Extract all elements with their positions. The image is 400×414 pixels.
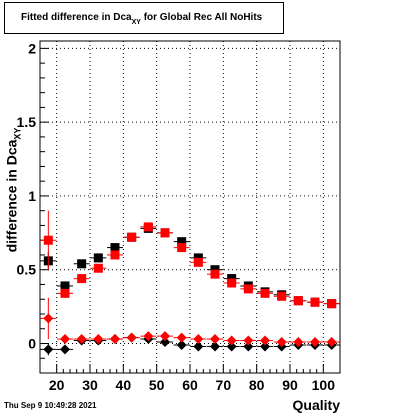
- y-tick-label: 0.5: [17, 262, 37, 278]
- square-marker: [260, 288, 270, 298]
- square-marker: [60, 288, 70, 298]
- square-marker: [293, 296, 303, 306]
- diamond-marker: [210, 341, 220, 352]
- square-marker: [77, 274, 87, 284]
- square-marker: [177, 237, 187, 247]
- y-tick-label: 1: [28, 188, 36, 204]
- x-tick-label: 50: [149, 377, 165, 393]
- diamond-marker: [43, 344, 54, 355]
- square-marker: [327, 299, 337, 309]
- diamond-marker: [93, 334, 104, 345]
- diamond-marker: [210, 334, 220, 345]
- square-marker: [110, 243, 120, 253]
- diamond-marker: [243, 341, 254, 352]
- grid-lines: [40, 41, 340, 373]
- square-marker: [210, 269, 220, 279]
- y-tick-label: 1.5: [17, 114, 37, 130]
- diamond-marker: [260, 335, 270, 346]
- plot-frame: [39, 40, 341, 374]
- x-tick-label: 80: [249, 377, 265, 393]
- square-marker: [143, 222, 153, 232]
- x-tick-label: 90: [282, 377, 298, 393]
- square-marker: [227, 278, 237, 288]
- square-marker: [177, 243, 187, 253]
- diamond-marker: [310, 337, 320, 348]
- axis-ticks: 20 30 40 50 60 70 80 90 100 0 0.5 1 1.5 2: [17, 40, 336, 393]
- diamond-marker: [326, 337, 337, 348]
- x-tick-label: 60: [182, 377, 198, 393]
- timestamp: Thu Sep 9 10:49:28 2021: [4, 401, 97, 410]
- x-tick-label: 40: [116, 377, 132, 393]
- square-marker: [93, 253, 103, 263]
- diamond-marker: [276, 337, 287, 348]
- square-marker: [160, 228, 170, 238]
- diamond-marker: [293, 337, 304, 348]
- x-tick-label: 20: [49, 377, 65, 393]
- diamond-marker: [243, 335, 254, 346]
- diamond-marker: [193, 334, 204, 345]
- square-marker: [110, 250, 120, 260]
- title-box: Fitted difference in DcaXY for Global Re…: [4, 2, 284, 34]
- diamond-marker: [260, 341, 270, 352]
- square-marker: [127, 232, 137, 242]
- diamond-marker: [60, 334, 70, 345]
- x-tick-label: 70: [216, 377, 232, 393]
- diamond-marker: [176, 332, 187, 343]
- square-marker: [60, 281, 70, 291]
- diamond-marker: [176, 339, 187, 350]
- diamond-marker: [60, 344, 70, 355]
- diamond-marker: [126, 332, 137, 343]
- square-marker: [77, 259, 87, 269]
- diamond-marker: [160, 331, 170, 342]
- diamond-marker: [110, 334, 120, 345]
- diamond-marker: [160, 337, 170, 348]
- diamond-marker: [76, 334, 87, 345]
- diamond-marker: [43, 313, 54, 324]
- square-marker: [43, 235, 53, 245]
- data-points: [40, 210, 340, 356]
- diamond-marker: [226, 341, 237, 352]
- diamond-marker: [226, 335, 237, 346]
- square-marker: [277, 291, 287, 301]
- square-marker: [193, 257, 203, 267]
- x-tick-label: 100: [312, 377, 336, 393]
- square-marker: [93, 263, 103, 273]
- square-marker: [243, 284, 253, 294]
- diamond-marker: [193, 341, 204, 352]
- y-tick-label: 0: [28, 335, 36, 351]
- diamond-marker: [143, 331, 154, 342]
- square-marker: [310, 297, 320, 307]
- y-tick-label: 2: [28, 40, 36, 56]
- x-axis-label: Quality: [292, 397, 340, 413]
- x-tick-label: 30: [82, 377, 98, 393]
- chart-title: Fitted difference in DcaXY for Global Re…: [21, 12, 263, 26]
